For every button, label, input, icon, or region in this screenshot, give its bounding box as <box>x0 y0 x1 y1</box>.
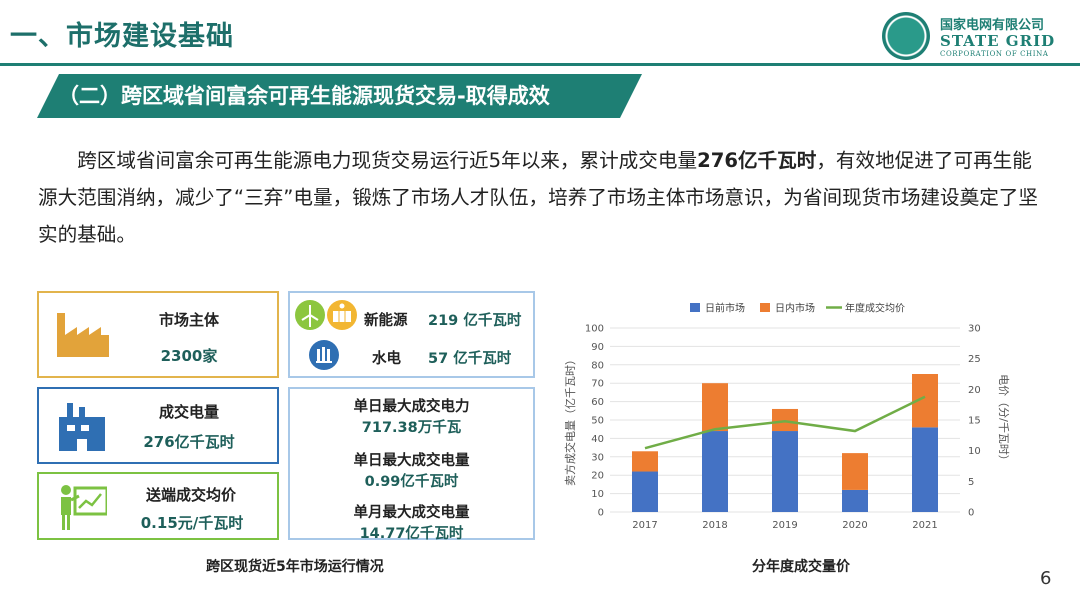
new-energy-value: 219 亿千瓦时 <box>428 313 522 329</box>
page-title: 一、市场建设基础 <box>10 21 234 52</box>
legend-swatch <box>760 303 770 312</box>
page-number: 6 <box>1040 568 1052 589</box>
subtitle-banner <box>37 74 642 118</box>
traded-energy-label: 成交电量 <box>158 403 219 421</box>
card-avg-price: 送端成交均价 0.15元/千瓦时 <box>37 472 279 540</box>
y2-tick-label: 15 <box>968 416 981 427</box>
hydro-value: 57 亿千瓦时 <box>428 351 512 367</box>
y2-tick-label: 25 <box>968 354 981 365</box>
y-tick-label: 30 <box>591 452 604 463</box>
new-energy-label: 新能源 <box>364 313 408 329</box>
section-subtitle: （二）跨区域省间富余可再生能源现货交易-取得成效 <box>58 84 550 108</box>
y-axis-label: 卖方成交电量（亿千瓦时） <box>563 354 577 486</box>
x-tick-label: 2017 <box>632 520 657 531</box>
record-1-label: 单日最大成交电力 <box>353 399 470 415</box>
y2-tick-label: 20 <box>968 385 981 396</box>
record-1-value: 717.38万千瓦 <box>361 420 462 436</box>
legend-swatch <box>690 303 700 312</box>
record-3-value: 14.77亿千瓦时 <box>359 526 464 542</box>
traded-energy-value: 276亿千瓦时 <box>143 433 235 451</box>
bar-day-ahead <box>702 431 728 512</box>
y2-tick-label: 5 <box>968 477 974 488</box>
y-tick-label: 100 <box>585 324 604 335</box>
bar-day-ahead <box>772 431 798 512</box>
paragraph-text-1: 跨区域省间富余可再生能源电力现货交易运行近5年以来，累计成交电量 <box>77 149 698 172</box>
x-tick-label: 2018 <box>702 520 727 531</box>
bar-day-ahead <box>912 427 938 512</box>
y2-tick-label: 0 <box>968 508 974 519</box>
x-tick-label: 2019 <box>772 520 797 531</box>
market-entities-label: 市场主体 <box>158 311 219 329</box>
paragraph-text-2: ，有效地促进了可再生能源大范围消纳，减少了“三弃”电量，锻炼了市场人才队伍，培养… <box>38 149 1038 246</box>
y-tick-label: 40 <box>591 434 604 445</box>
logo-english-sub: CORPORATION OF CHINA <box>940 50 1049 58</box>
y-tick-label: 80 <box>591 360 604 371</box>
bar-day-ahead <box>632 471 658 512</box>
y2-axis-label: 电价（分/千瓦时） <box>997 374 1010 466</box>
y-tick-label: 0 <box>598 508 604 519</box>
y-tick-label: 70 <box>591 379 604 390</box>
record-2-label: 单日最大成交电量 <box>353 453 470 469</box>
y-tick-label: 50 <box>591 416 604 427</box>
bar-intraday <box>842 453 868 490</box>
factory-icon <box>57 313 109 357</box>
y2-tick-label: 10 <box>968 446 981 457</box>
avg-price-label: 送端成交均价 <box>145 486 236 504</box>
state-grid-logo: 国家电网有限公司 STATE GRID CORPORATION OF CHINA <box>880 8 1080 64</box>
card-energy-mix: 新能源 219 亿千瓦时 水电 57 亿千瓦时 <box>288 291 535 378</box>
avg-price-value: 0.15元/千瓦时 <box>140 514 244 532</box>
y-tick-label: 60 <box>591 397 604 408</box>
y-tick-label: 90 <box>591 342 604 353</box>
line-avg-price <box>644 395 926 450</box>
hydro-label: 水电 <box>372 351 401 367</box>
x-tick-label: 2021 <box>912 520 937 531</box>
title-divider <box>0 63 1080 66</box>
y2-tick-label: 30 <box>968 324 981 335</box>
market-entities-value: 2300家 <box>160 347 218 365</box>
card-market-entities: 市场主体 2300家 <box>37 291 279 378</box>
summary-paragraph: 跨区域省间富余可再生能源电力现货交易运行近5年以来，累计成交电量276亿千瓦时，… <box>38 142 1050 253</box>
card-traded-energy: 成交电量 276亿千瓦时 <box>37 387 279 464</box>
y-tick-label: 10 <box>591 489 604 500</box>
caption-market-overview: 跨区现货近5年市场运行情况 <box>206 559 384 575</box>
annual-volume-price-chart: 0 10 20 30 40 50 60 70 80 90 100 0 5 10 15 20 25 30 2017 20… <box>563 302 1010 532</box>
logo-chinese-name: 国家电网有限公司 <box>940 18 1045 33</box>
caption-annual-volume-price: 分年度成交量价 <box>752 559 850 575</box>
paragraph-highlight: 276亿千瓦时 <box>697 149 817 172</box>
card-records: 单日最大成交电力 717.38万千瓦 单日最大成交电量 0.99亿千瓦时 单月最… <box>288 387 535 542</box>
legend-label: 日内市场 <box>775 302 815 315</box>
record-3-label: 单月最大成交电量 <box>353 505 470 521</box>
bar-intraday <box>632 451 658 472</box>
building-icon <box>59 403 105 451</box>
logo-emblem-icon <box>882 12 930 60</box>
legend-label: 日前市场 <box>705 302 745 315</box>
record-2-value: 0.99亿千瓦时 <box>364 474 459 490</box>
wind-solar-icon <box>295 300 357 330</box>
hydro-dam-icon <box>309 340 339 370</box>
x-tick-label: 2020 <box>842 520 867 531</box>
presenter-icon <box>61 485 107 530</box>
bar-intraday <box>702 383 728 432</box>
logo-english-name: STATE GRID <box>940 32 1056 50</box>
y-tick-label: 20 <box>591 471 604 482</box>
bar-day-ahead <box>842 489 868 512</box>
legend-label: 年度成交均价 <box>845 302 905 315</box>
